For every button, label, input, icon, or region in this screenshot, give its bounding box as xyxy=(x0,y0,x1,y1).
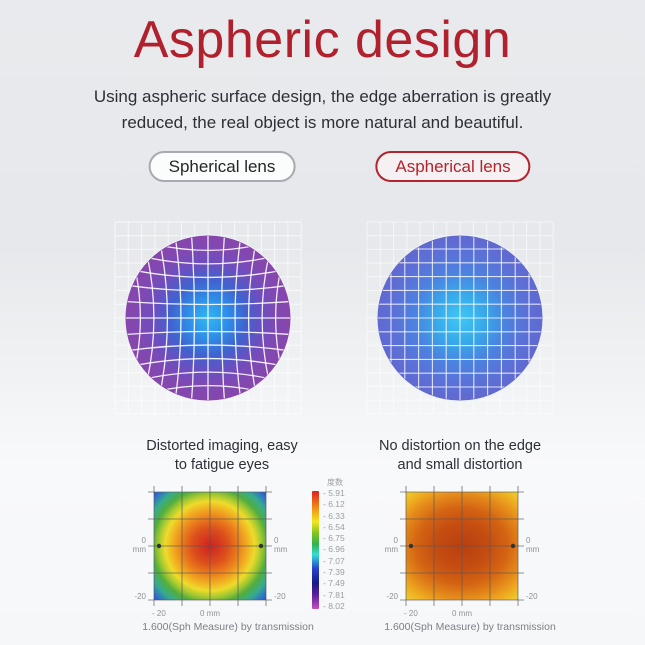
axis-label-left-zero: 0 mm xyxy=(384,536,398,554)
axis-marker-dot xyxy=(408,543,414,549)
page-title: Aspheric design xyxy=(133,11,512,69)
axis-marker-dot xyxy=(258,543,264,549)
aspherical-lens-label: Aspherical lens xyxy=(395,156,511,176)
legend-labels: - 5.91 - 6.12 - 6.33 - 6.54 - 6.75 - 6.9… xyxy=(323,489,345,611)
heatmap-grid xyxy=(148,486,272,606)
legend-value: - 8.02 xyxy=(323,600,345,611)
legend-title: 度数 xyxy=(327,478,343,487)
aspherical-measure-note: 1.600(Sph Measure) by transmission xyxy=(384,621,556,633)
subtitle-line-2: reduced, the real object is more natural… xyxy=(121,113,524,132)
legend-value: - 7.81 xyxy=(323,589,345,600)
axis-marker-dot xyxy=(510,543,516,549)
legend-value: - 7.39 xyxy=(323,567,345,578)
legend-value: - 6.12 xyxy=(323,499,345,510)
caption-line: and small distortion xyxy=(397,457,523,473)
legend-value: - 5.91 xyxy=(323,488,345,498)
spherical-measure-note: 1.600(Sph Measure) by transmission xyxy=(142,621,314,633)
spherical-lens-label: Spherical lens xyxy=(168,156,276,176)
aspherical-caption: No distortion on the edge and small dist… xyxy=(379,437,541,475)
axis-label-left-neg20: -20 xyxy=(134,592,146,601)
caption-line: No distortion on the edge xyxy=(378,438,542,454)
axis-label-right-zero: 0 mm xyxy=(274,536,288,554)
axis-label-bottom-neg20: - 20 xyxy=(404,609,418,618)
axis-label-right-zero: 0 mm xyxy=(526,536,540,554)
legend-value: - 6.75 xyxy=(323,533,345,544)
aspherical-lens-diagram xyxy=(366,221,554,415)
legend-value: - 6.54 xyxy=(323,521,345,532)
axis-label-bottom-zero: 0 mm xyxy=(452,609,472,618)
axis-label-bottom-neg20: - 20 xyxy=(152,609,166,618)
spherical-lens-pill: Spherical lens xyxy=(148,151,296,182)
regular-grid xyxy=(378,236,542,400)
axis-label-bottom-zero: 0 mm xyxy=(200,609,220,618)
legend-value: - 7.49 xyxy=(323,578,345,589)
axis-label-right-neg20: -20 xyxy=(274,592,286,601)
legend-value: - 6.96 xyxy=(323,544,345,555)
legend-value: - 7.07 xyxy=(323,555,345,566)
spherical-power-heatmap: 0 mm 0 mm -20 -20 - 20 0 mm xyxy=(133,486,287,618)
caption-line: Distorted imaging, easy xyxy=(146,438,298,454)
spherical-lens-diagram xyxy=(114,221,302,415)
aspherical-power-heatmap: 0 mm 0 mm -20 -20 - 20 0 mm xyxy=(385,486,539,618)
power-legend: 度数 - 5.91 - 6.12 - 6.33 - 6.54 - 6.75 - … xyxy=(312,477,345,611)
subtitle-line-1: Using aspheric surface design, the edge … xyxy=(93,87,552,106)
legend-value: - 6.33 xyxy=(323,510,345,521)
spherical-caption: Distorted imaging, easy to fatigue eyes xyxy=(146,437,298,475)
axis-marker-dot xyxy=(156,543,162,549)
caption-line: to fatigue eyes xyxy=(174,457,270,473)
axis-label-right-neg20: -20 xyxy=(526,592,538,601)
distorted-grid xyxy=(126,236,290,400)
page-subtitle: Using aspheric surface design, the edge … xyxy=(0,84,645,136)
axis-label-left-zero: 0 mm xyxy=(132,536,146,554)
legend-colorbar xyxy=(312,491,319,609)
aspherical-lens-pill: Aspherical lens xyxy=(375,151,531,182)
axis-label-left-neg20: -20 xyxy=(386,592,398,601)
heatmap-grid xyxy=(400,486,524,606)
